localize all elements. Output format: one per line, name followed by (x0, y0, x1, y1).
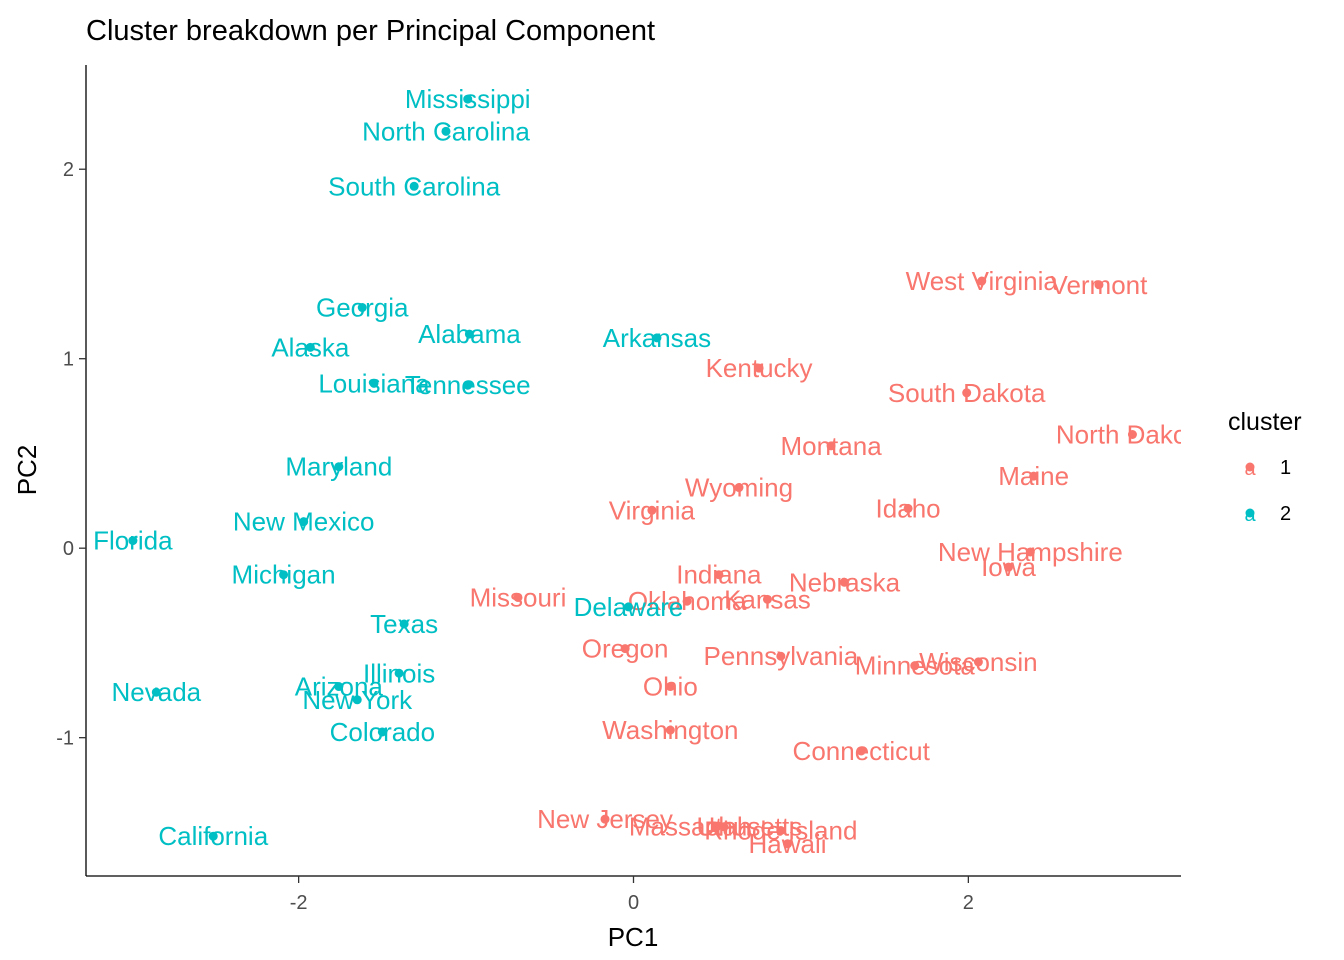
y-tick-label: 2 (63, 159, 74, 181)
data-point (856, 746, 866, 756)
legend-entry-label: 2 (1280, 503, 1291, 525)
points-layer (128, 94, 1137, 849)
data-point (513, 592, 523, 602)
data-point (977, 276, 987, 286)
data-point (910, 661, 920, 671)
data-point (973, 657, 983, 667)
legend-title: cluster (1228, 408, 1302, 436)
data-point (754, 363, 764, 373)
x-axis-ticks: -2 0 2 (290, 876, 974, 914)
legend-key-point (1245, 508, 1255, 518)
data-point (357, 303, 367, 313)
chart-title: Cluster breakdown per Principal Componen… (86, 15, 655, 47)
legend-key-point (1245, 462, 1255, 472)
data-point (783, 839, 793, 849)
data-point (620, 644, 630, 654)
data-point (839, 577, 849, 587)
data-point (1094, 280, 1104, 290)
data-point (1127, 429, 1137, 439)
data-point (711, 822, 721, 832)
legend: cluster a 1 a 2 (1228, 408, 1302, 526)
data-point (1025, 547, 1035, 557)
data-point (719, 822, 729, 832)
x-tick-label: 0 (628, 892, 639, 914)
data-point (399, 619, 409, 629)
data-point (394, 668, 404, 678)
data-point (623, 602, 633, 612)
data-point (826, 441, 836, 451)
data-point (682, 596, 692, 606)
data-point (647, 505, 657, 515)
data-point (464, 329, 474, 339)
data-point (299, 517, 309, 527)
data-point (776, 651, 786, 661)
point-labels-layer: West VirginiaVermontKentuckySouth Dakota… (93, 84, 1210, 859)
data-point (334, 462, 344, 472)
data-point (776, 826, 786, 836)
data-point (128, 536, 138, 546)
legend-entry-label: 1 (1280, 457, 1291, 479)
data-point (652, 333, 662, 343)
y-axis-ticks: -1 0 1 2 (56, 159, 86, 750)
x-tick-label: 2 (963, 892, 974, 914)
data-point (714, 570, 724, 580)
x-tick-label: -2 (290, 892, 308, 914)
data-point (151, 687, 161, 697)
data-point (600, 814, 610, 824)
data-point (665, 725, 675, 735)
data-point (962, 388, 972, 398)
data-point (369, 378, 379, 388)
y-tick-label: 0 (63, 538, 74, 560)
data-point (463, 94, 473, 104)
data-point (1004, 562, 1014, 572)
y-tick-label: -1 (56, 728, 74, 750)
legend-key-glyph: a (1244, 458, 1256, 480)
data-point (463, 380, 473, 390)
data-point (279, 570, 289, 580)
data-point (377, 727, 387, 737)
plot-panel: West VirginiaVermontKentuckySouth Dakota… (93, 84, 1210, 859)
data-point (334, 682, 344, 692)
legend-key-glyph: a (1244, 504, 1256, 526)
data-point (1029, 471, 1039, 481)
data-point (734, 483, 744, 493)
data-point (208, 831, 218, 841)
data-point (665, 682, 675, 692)
y-axis-label: PC2 (12, 445, 42, 496)
data-point (305, 342, 315, 352)
data-point (352, 695, 362, 705)
x-axis-label: PC1 (608, 922, 659, 952)
data-point (441, 126, 451, 136)
point-label: North Dakota (1056, 419, 1210, 449)
data-point (903, 503, 913, 513)
y-tick-label: 1 (63, 349, 74, 371)
data-point (762, 594, 772, 604)
data-point (409, 181, 419, 191)
